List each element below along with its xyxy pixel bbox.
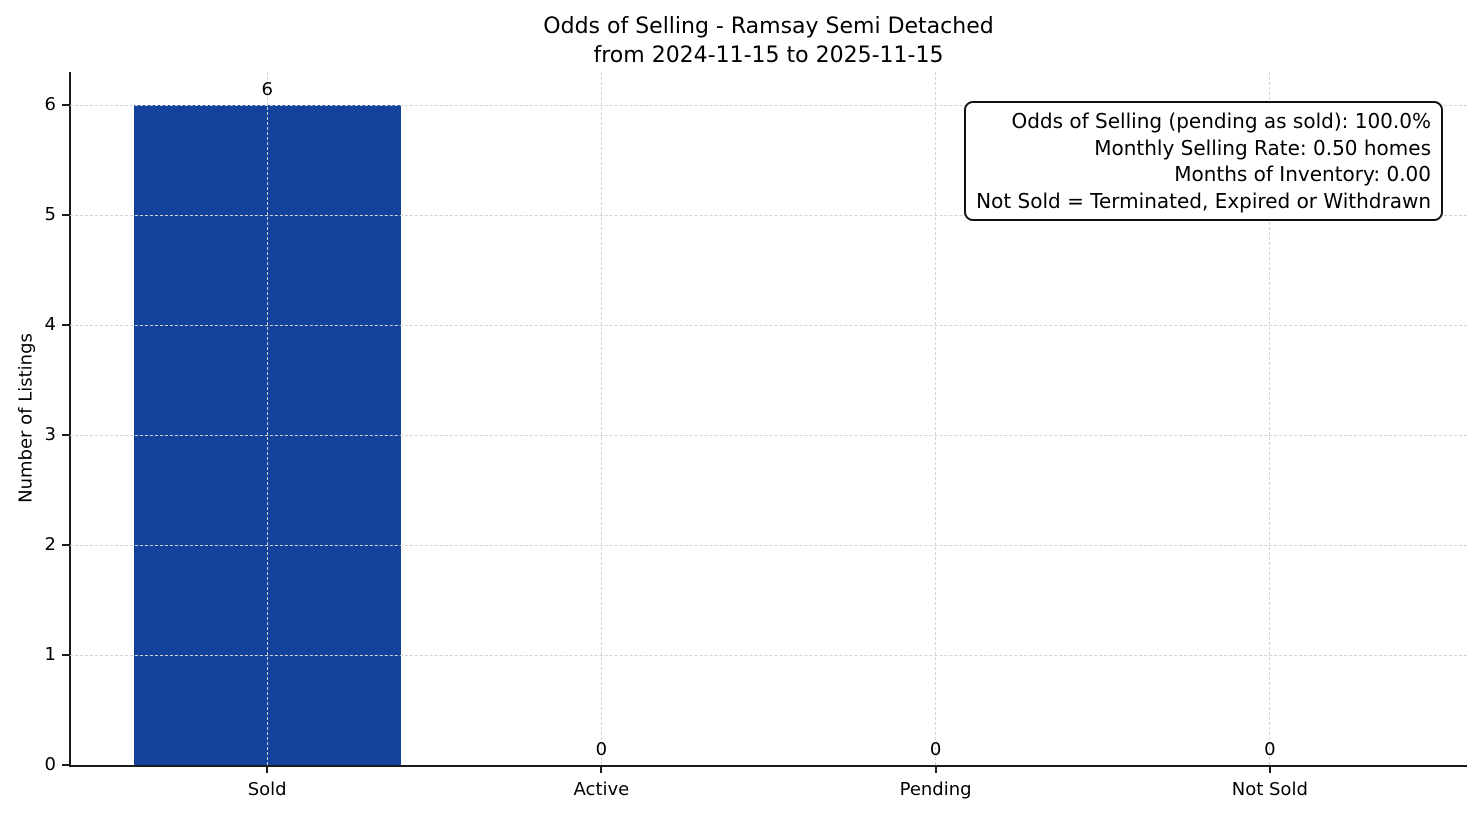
h-gridline <box>70 104 1467 106</box>
h-gridline <box>70 434 1467 436</box>
y-tick-label: 0 <box>44 754 56 775</box>
chart-title: Odds of Selling - Ramsay Semi Detached f… <box>70 12 1467 70</box>
y-axis-spine <box>68 72 72 767</box>
v-gridline <box>600 72 602 765</box>
x-tick-label: Active <box>573 779 630 800</box>
bar-value-label: 6 <box>261 79 273 100</box>
x-tick-label: Sold <box>247 779 287 800</box>
y-tick-label: 4 <box>44 314 56 335</box>
h-gridline <box>70 214 1467 216</box>
y-tick-mark <box>62 214 70 216</box>
y-tick-mark <box>62 764 70 766</box>
chart-title-line2: from 2024-11-15 to 2025-11-15 <box>593 43 944 68</box>
v-gridline <box>266 72 268 765</box>
y-tick-mark <box>62 544 70 546</box>
h-gridline <box>70 324 1467 326</box>
y-tick-label: 6 <box>44 94 56 115</box>
x-tick-label: Not Sold <box>1231 779 1308 800</box>
y-tick-label: 5 <box>44 204 56 225</box>
y-tick-label: 1 <box>44 644 56 665</box>
y-tick-mark <box>62 324 70 326</box>
bar-value-label: 0 <box>929 739 942 760</box>
annotation-line-not-sold-note: Not Sold = Terminated, Expired or Withdr… <box>976 188 1431 213</box>
annotation-box: Odds of Selling (pending as sold): 100.0… <box>964 101 1443 221</box>
y-axis-label: Number of Listings <box>15 333 37 503</box>
y-tick-mark <box>62 434 70 436</box>
bar-value-label: 0 <box>1264 739 1276 760</box>
annotation-line-odds: Odds of Selling (pending as sold): 100.0… <box>1011 109 1431 133</box>
annotation-line-monthly-rate: Monthly Selling Rate: 0.50 homes <box>1094 135 1431 160</box>
x-tick-label: Pending <box>899 779 972 800</box>
y-tick-mark <box>62 654 70 656</box>
v-gridline <box>935 72 937 765</box>
chart-title-line1: Odds of Selling - Ramsay Semi Detached <box>543 14 994 39</box>
x-tick-mark <box>934 765 937 773</box>
y-tick-label: 3 <box>44 424 56 445</box>
annotation-line-months-inventory: Months of Inventory: 0.00 <box>1174 162 1431 186</box>
x-tick-mark <box>600 765 603 773</box>
h-gridline <box>70 654 1467 656</box>
h-gridline <box>70 544 1467 546</box>
plot-area: 6 0 0 0 <box>70 72 1467 765</box>
x-tick-mark <box>266 765 269 773</box>
v-gridline <box>1269 72 1271 765</box>
x-axis-spine <box>68 764 1468 768</box>
y-tick-mark <box>62 104 70 106</box>
bar-value-label: 0 <box>595 739 608 760</box>
y-tick-label: 2 <box>44 534 56 555</box>
x-tick-mark <box>1268 765 1271 773</box>
